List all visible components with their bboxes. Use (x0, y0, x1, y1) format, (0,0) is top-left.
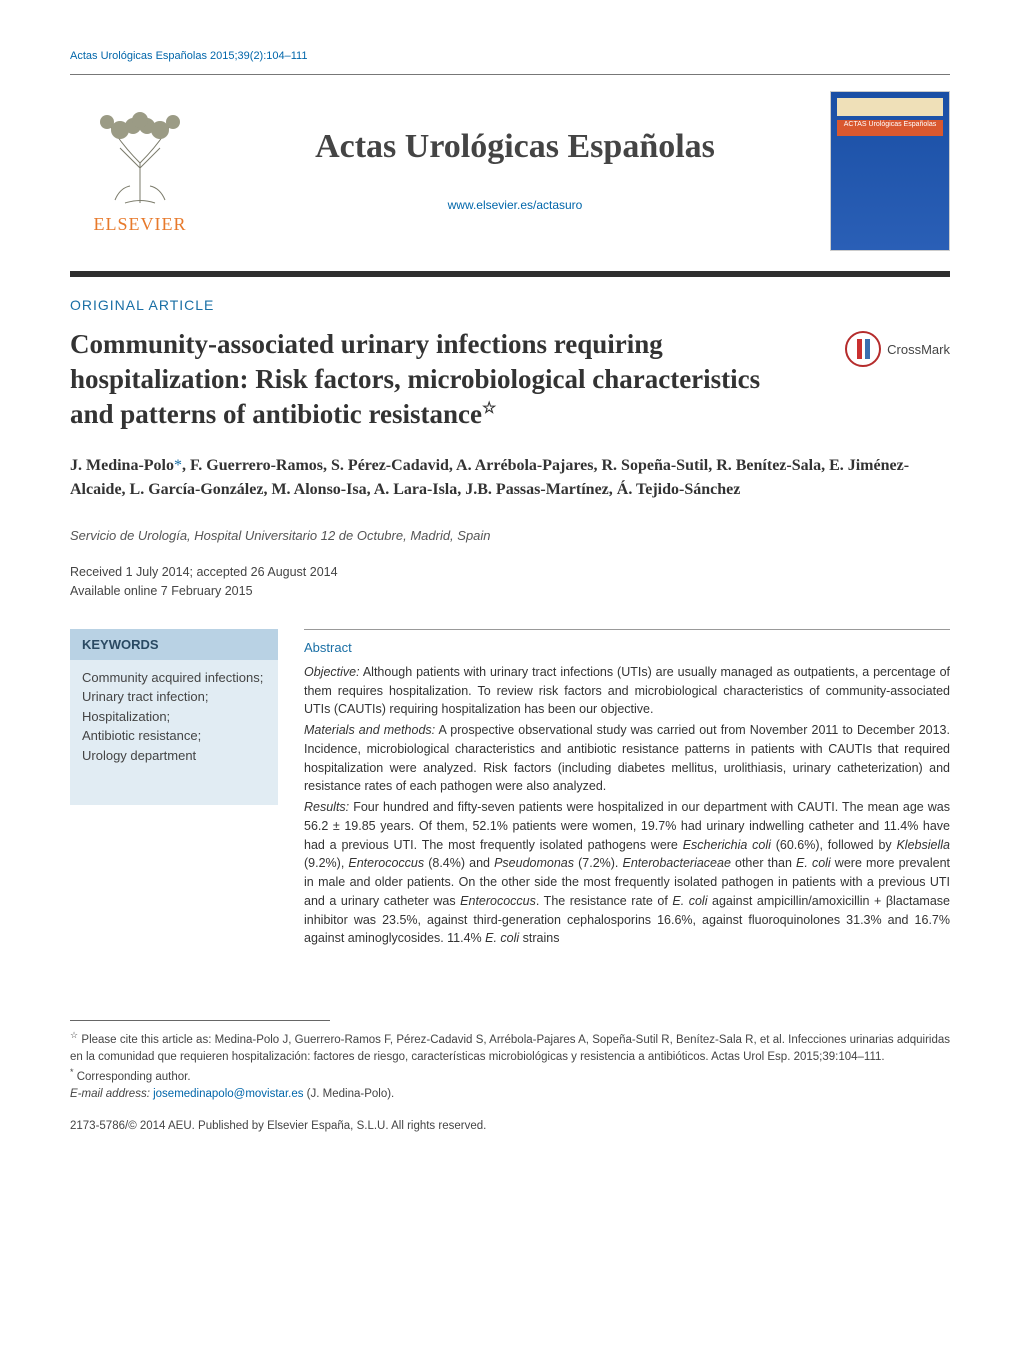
journal-title: Actas Urológicas Españolas (210, 128, 820, 166)
corresponding-text: Corresponding author. (77, 1071, 191, 1083)
title-footnote-star-icon: ☆ (482, 400, 496, 417)
footnote-rule (70, 1020, 330, 1021)
abstract-results: Results: Four hundred and fifty-seven pa… (304, 798, 950, 948)
abstract-objective: Objective: Although patients with urinar… (304, 663, 950, 719)
corresponding-footnote: * Corresponding author. (70, 1066, 950, 1086)
available-online-date: Available online 7 February 2015 (70, 582, 950, 601)
crossmark-icon (845, 331, 881, 367)
citation-footnote: ☆ Please cite this article as: Medina-Po… (70, 1029, 950, 1066)
article-dates: Received 1 July 2014; accepted 26 August… (70, 563, 950, 601)
masthead-right: ACTAS Urológicas Españolas (820, 91, 950, 251)
results-label: Results: (304, 800, 349, 814)
footnotes: ☆ Please cite this article as: Medina-Po… (70, 1029, 950, 1104)
masthead-rule (70, 271, 950, 277)
cover-thumb-title: ACTAS Urológicas Españolas (837, 120, 943, 136)
masthead-center: Actas Urológicas Españolas www.elsevier.… (210, 128, 820, 214)
running-header: Actas Urológicas Españolas 2015;39(2):10… (70, 50, 950, 62)
crossmark-badge[interactable]: CrossMark (845, 331, 950, 367)
section-label: ORIGINAL ARTICLE (70, 297, 950, 313)
abstract-column: Abstract Objective: Although patients wi… (304, 629, 950, 950)
crossmark-label: CrossMark (887, 342, 950, 357)
keywords-list: Community acquired infections; Urinary t… (70, 660, 278, 806)
copyright-line: 2173-5786/© 2014 AEU. Published by Elsev… (70, 1120, 950, 1132)
objective-label: Objective: (304, 665, 360, 679)
abstract-methods: Materials and methods: A prospective obs… (304, 721, 950, 796)
affiliation: Servicio de Urología, Hospital Universit… (70, 528, 950, 543)
elsevier-wordmark: ELSEVIER (94, 214, 187, 235)
abstract-label: Abstract (304, 640, 950, 655)
elsevier-tree-icon (85, 108, 195, 208)
top-rule (70, 74, 950, 75)
results-text: Four hundred and fifty-seven patients we… (304, 800, 950, 945)
received-accepted-date: Received 1 July 2014; accepted 26 August… (70, 563, 950, 582)
corresponding-email-link[interactable]: josemedinapolo@movistar.es (153, 1088, 303, 1100)
article-title-text: Community-associated urinary infections … (70, 329, 760, 429)
abstract-top-rule (304, 629, 950, 630)
keywords-box: KEYWORDS Community acquired infections; … (70, 629, 278, 806)
objective-text: Although patients with urinary tract inf… (304, 665, 950, 717)
abstract-block: KEYWORDS Community acquired infections; … (70, 629, 950, 950)
email-label: E-mail address: (70, 1088, 150, 1100)
email-after: (J. Medina-Polo). (303, 1088, 394, 1100)
title-row: Community-associated urinary infections … (70, 327, 950, 432)
footnote-star-icon: ☆ (70, 1030, 78, 1040)
author-list: J. Medina-Polo*, F. Guerrero-Ramos, S. P… (70, 454, 950, 502)
page-root: Actas Urológicas Españolas 2015;39(2):10… (0, 0, 1020, 1172)
corresponding-author-mark-icon: * (174, 457, 182, 474)
citation-footnote-text: Please cite this article as: Medina-Polo… (70, 1034, 950, 1063)
abstract-text: Objective: Although patients with urinar… (304, 663, 950, 948)
email-footnote: E-mail address: josemedinapolo@movistar.… (70, 1086, 950, 1103)
journal-url-link[interactable]: www.elsevier.es/actasuro (448, 198, 583, 212)
keywords-heading: KEYWORDS (70, 629, 278, 660)
publisher-logo-block: ELSEVIER (70, 108, 210, 235)
methods-label: Materials and methods: (304, 723, 435, 737)
article-title: Community-associated urinary infections … (70, 327, 790, 432)
masthead: ELSEVIER Actas Urológicas Españolas www.… (70, 85, 950, 263)
footnote-asterisk-icon: * (70, 1067, 74, 1077)
journal-cover-thumbnail: ACTAS Urológicas Españolas (830, 91, 950, 251)
cover-thumb-head (837, 98, 943, 116)
authors-text: J. Medina-Polo*, F. Guerrero-Ramos, S. P… (70, 457, 909, 498)
